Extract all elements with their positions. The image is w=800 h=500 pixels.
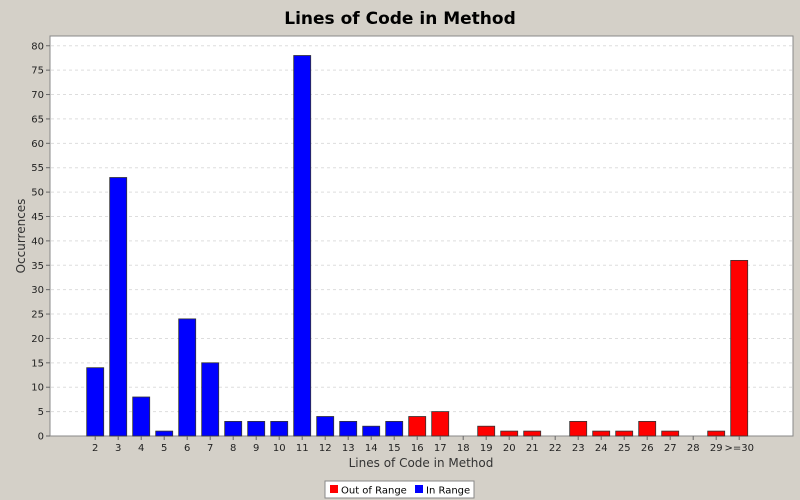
x-tick-label: 9: [253, 443, 259, 454]
x-tick-label: 12: [319, 443, 332, 454]
y-axis-ticks: 0 5 10 15 20 25 30 35 40 45 50 55 60 65 70 75 80: [31, 41, 50, 443]
x-tick-label: 11: [296, 443, 309, 454]
bar-4: [132, 396, 151, 437]
bar-20: [500, 430, 519, 437]
x-tick-label: 10: [273, 443, 286, 454]
x-tick-label: 16: [411, 443, 424, 454]
bar-6: [178, 318, 197, 437]
y-tick-label: 25: [31, 310, 44, 321]
x-tick-label: 4: [138, 443, 144, 454]
bar-17: [431, 411, 450, 437]
legend-label-out-of-range: Out of Range: [341, 486, 407, 497]
x-tick-label: 17: [434, 443, 447, 454]
x-tick-label: 19: [480, 443, 493, 454]
y-axis-label: Occurrences: [14, 199, 28, 274]
x-tick-label: 5: [161, 443, 167, 454]
y-tick-label: 30: [31, 285, 44, 296]
bar-10: [270, 420, 289, 437]
bar-24: [592, 430, 611, 437]
y-tick-label: 80: [31, 41, 44, 52]
x-tick-label: 3: [115, 443, 121, 454]
x-tick-label: 2: [92, 443, 98, 454]
plot-area: [49, 35, 794, 437]
y-tick-label: 65: [31, 114, 44, 125]
x-tick-label: 20: [503, 443, 516, 454]
x-tick-label: 13: [342, 443, 355, 454]
x-tick-label: 6: [184, 443, 190, 454]
y-tick-label: 45: [31, 212, 44, 223]
x-axis-label: Lines of Code in Method: [349, 456, 494, 470]
x-tick-label: >=30: [724, 443, 753, 454]
bar-7: [201, 362, 220, 437]
legend-label-in-range: In Range: [426, 486, 470, 497]
bar-29: [707, 430, 726, 437]
y-tick-label: 75: [31, 66, 44, 77]
bar-15: [385, 420, 404, 437]
bar-16: [408, 416, 427, 437]
y-tick-label: 35: [31, 261, 44, 272]
bar-12: [316, 416, 335, 437]
x-tick-label: 25: [618, 443, 631, 454]
legend-swatch-out-of-range: [330, 485, 338, 493]
bar-5: [155, 430, 174, 437]
x-tick-label: 8: [230, 443, 236, 454]
bar-19: [477, 425, 496, 437]
y-tick-label: 15: [31, 358, 44, 369]
x-tick-label: 28: [687, 443, 700, 454]
bar-3: [109, 177, 128, 437]
chart-title: Lines of Code in Method: [284, 9, 515, 29]
bar-27: [661, 430, 680, 437]
y-tick-label: 50: [31, 188, 44, 199]
x-tick-label: 15: [388, 443, 401, 454]
legend: Out of Range In Range: [324, 480, 475, 499]
x-tick-label: 18: [457, 443, 470, 454]
x-tick-label: 22: [549, 443, 562, 454]
bar-8: [224, 420, 243, 437]
y-tick-label: 20: [31, 334, 44, 345]
x-tick-label: 27: [664, 443, 677, 454]
bar-14: [362, 425, 381, 437]
x-tick-label: 23: [572, 443, 585, 454]
x-tick-label: 26: [641, 443, 654, 454]
y-tick-label: 10: [31, 383, 44, 394]
y-tick-label: 0: [38, 432, 44, 443]
y-tick-label: 55: [31, 163, 44, 174]
bar-2: [86, 367, 105, 437]
bar-25: [615, 430, 634, 437]
x-tick-label: 21: [526, 443, 539, 454]
legend-box: [324, 480, 475, 499]
bar-9: [247, 420, 266, 437]
bar-21: [523, 430, 542, 437]
x-tick-label: 14: [365, 443, 378, 454]
bar-26: [638, 420, 657, 437]
bar-13: [339, 420, 358, 437]
x-tick-label: 7: [207, 443, 213, 454]
bar-23: [569, 420, 588, 437]
bar-ge30: [730, 259, 749, 437]
x-tick-label: 29: [710, 443, 723, 454]
x-axis-ticks: 2 3 4 5 6 7 8 9 10 11 12 13 14 15 16 17 18 19 20 21 22 23 24 25…: [92, 436, 754, 454]
y-tick-label: 70: [31, 90, 44, 101]
bar-11: [293, 55, 312, 437]
legend-swatch-in-range: [415, 485, 423, 493]
y-tick-label: 5: [38, 407, 44, 418]
y-tick-label: 60: [31, 139, 44, 150]
x-tick-label: 24: [595, 443, 608, 454]
y-tick-label: 40: [31, 236, 44, 247]
